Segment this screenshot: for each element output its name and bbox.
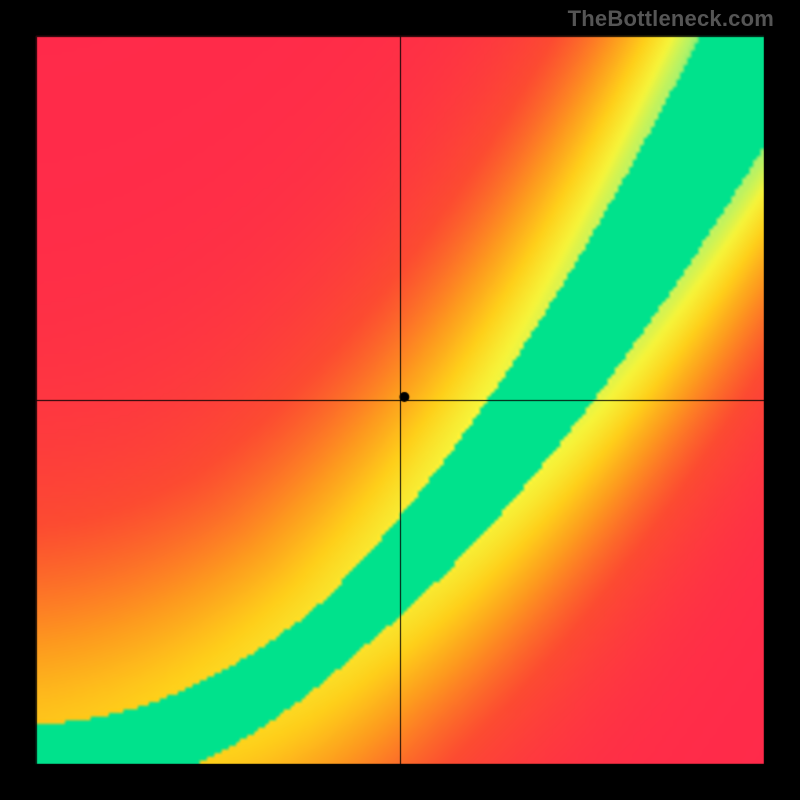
chart-container: TheBottleneck.com bbox=[0, 0, 800, 800]
watermark-text: TheBottleneck.com bbox=[568, 6, 774, 32]
overlay-canvas bbox=[0, 0, 800, 800]
